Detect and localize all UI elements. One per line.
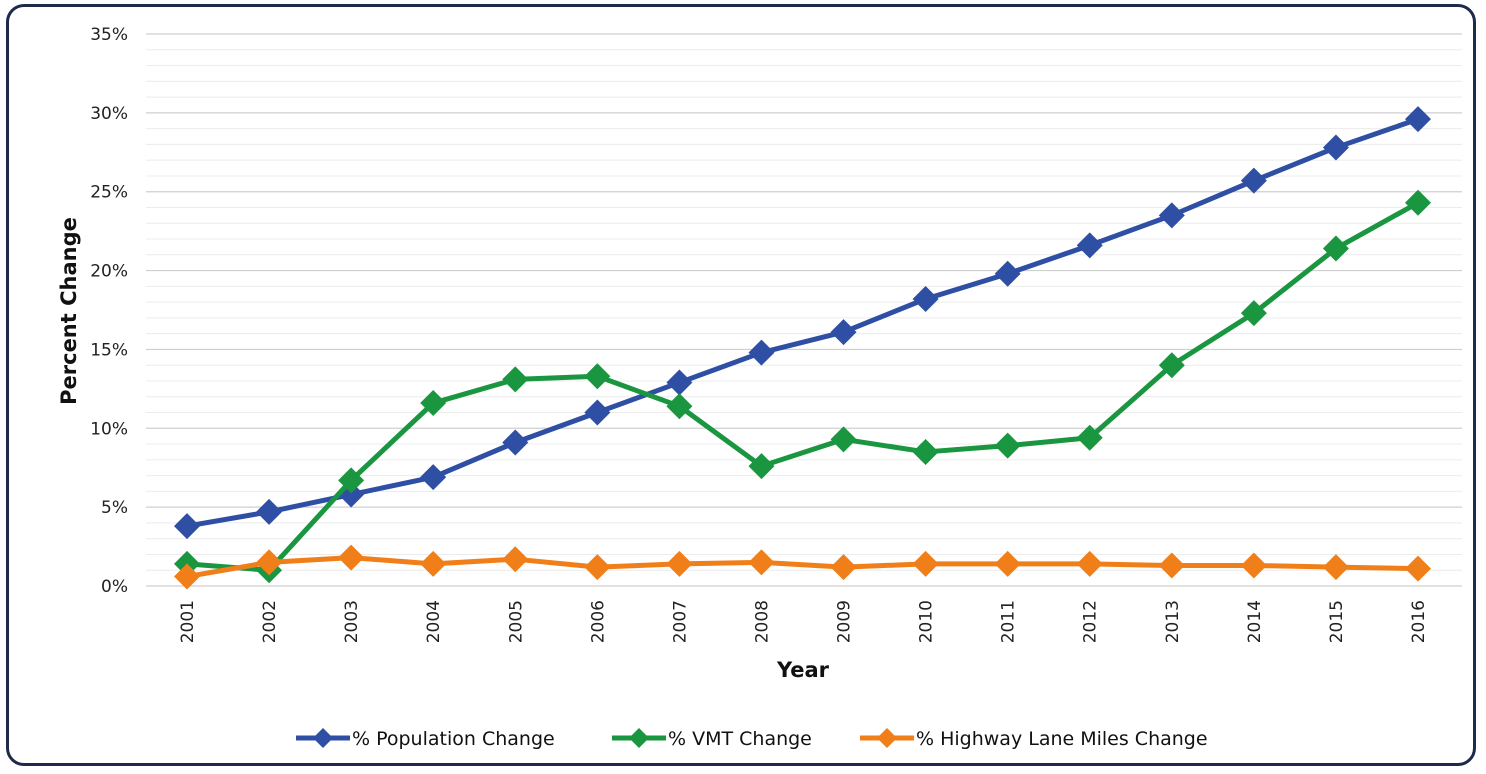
y-tick-label: 10%: [90, 419, 128, 439]
x-tick-label: 2002: [260, 600, 280, 643]
x-tick-label: 2007: [670, 600, 690, 643]
grid-lines: [146, 33, 1462, 587]
data-point-marker: [1240, 300, 1267, 327]
series-3: [174, 544, 1431, 590]
series-line: [184, 555, 1421, 580]
data-point-marker: [994, 260, 1021, 287]
y-axis-title: Percent Change: [57, 217, 81, 405]
data-point-marker: [584, 399, 611, 426]
data-point-marker: [666, 550, 693, 577]
x-tick-label: 2012: [1081, 600, 1101, 643]
data-point-marker: [584, 363, 611, 390]
data-point-marker: [912, 550, 939, 577]
x-tick-label: 2009: [835, 600, 855, 643]
series-2: [174, 189, 1431, 584]
y-tick-label: 15%: [90, 340, 128, 360]
y-tick-label: 20%: [90, 262, 128, 282]
x-tick-label: 2003: [342, 600, 362, 643]
data-point-marker: [1076, 550, 1103, 577]
data-point-marker: [1076, 232, 1103, 259]
y-tick-label: 30%: [90, 104, 128, 124]
legend-marker: [877, 728, 897, 748]
data-point-marker: [830, 319, 857, 346]
data-point-marker: [1322, 134, 1349, 161]
data-point-marker: [1240, 552, 1267, 579]
legend-marker: [313, 728, 333, 748]
x-tick-label: 2006: [588, 600, 608, 643]
data-point-marker: [1158, 352, 1185, 379]
x-tick-label: 2014: [1245, 600, 1265, 643]
y-tick-label: 25%: [90, 183, 128, 203]
x-axis-ticks: 2001 2002 2003 2004 2005 2006 2007 2008 2009 2010…: [178, 600, 1429, 643]
legend-label: % Population Change: [352, 728, 555, 750]
data-point-marker: [338, 467, 365, 494]
x-tick-label: 2008: [752, 600, 772, 643]
data-point-marker: [830, 554, 857, 581]
data-point-marker: [420, 550, 447, 577]
data-point-marker: [502, 366, 529, 393]
series-line: [184, 116, 1421, 529]
data-point-marker: [174, 563, 200, 590]
data-point-marker: [748, 549, 775, 576]
series-1: [174, 106, 1431, 540]
x-axis-title: Year: [776, 658, 830, 682]
legend-label: % Highway Lane Miles Change: [916, 728, 1208, 750]
x-tick-label: 2011: [999, 600, 1019, 643]
x-tick-label: 2013: [1163, 600, 1183, 643]
legend-item: % VMT Change: [612, 728, 812, 750]
x-tick-label: 2016: [1409, 600, 1429, 643]
data-point-marker: [502, 429, 529, 456]
x-tick-label: 2015: [1327, 600, 1347, 643]
data-point-marker: [1158, 552, 1185, 579]
data-point-marker: [666, 393, 693, 420]
data-point-marker: [1405, 106, 1431, 133]
data-point-marker: [1158, 202, 1185, 229]
data-point-marker: [338, 544, 365, 571]
legend-marker: [629, 728, 649, 748]
data-point-marker: [584, 554, 611, 581]
data-point-marker: [912, 285, 939, 312]
data-point-marker: [666, 369, 693, 396]
data-point-marker: [1322, 235, 1349, 262]
data-point-marker: [830, 426, 857, 453]
data-point-marker: [748, 453, 775, 480]
x-tick-label: 2010: [917, 600, 937, 643]
y-tick-label: 35%: [90, 25, 128, 45]
data-point-marker: [1405, 189, 1431, 216]
y-axis-ticks: 0% 5% 10% 15% 20% 25% 30% 35%: [90, 25, 128, 597]
series-line: [184, 200, 1421, 573]
data-point-marker: [994, 550, 1021, 577]
data-point-marker: [1076, 424, 1103, 451]
data-point-marker: [748, 339, 775, 366]
data-point-marker: [912, 438, 939, 465]
data-point-marker: [420, 390, 447, 417]
x-tick-label: 2004: [424, 600, 444, 643]
legend-item: % Population Change: [296, 728, 555, 750]
legend: % Population Change % VMT Change % Highway…: [296, 728, 1208, 750]
data-point-marker: [1240, 167, 1267, 194]
data-point-marker: [994, 432, 1021, 459]
y-tick-label: 0%: [101, 577, 128, 597]
y-tick-label: 5%: [101, 498, 128, 518]
legend-label: % VMT Change: [668, 728, 812, 750]
chart-frame: [6, 4, 1476, 766]
legend-item: % Highway Lane Miles Change: [860, 728, 1208, 750]
data-point-marker: [1322, 554, 1349, 581]
data-point-marker: [256, 549, 283, 576]
data-point-marker: [1405, 555, 1431, 582]
data-point-marker: [502, 546, 529, 573]
x-tick-label: 2005: [506, 600, 526, 643]
x-tick-label: 2001: [178, 600, 198, 643]
series-lines: [174, 106, 1431, 590]
data-point-marker: [256, 498, 283, 525]
data-point-marker: [420, 464, 447, 491]
data-point-marker: [174, 513, 200, 540]
